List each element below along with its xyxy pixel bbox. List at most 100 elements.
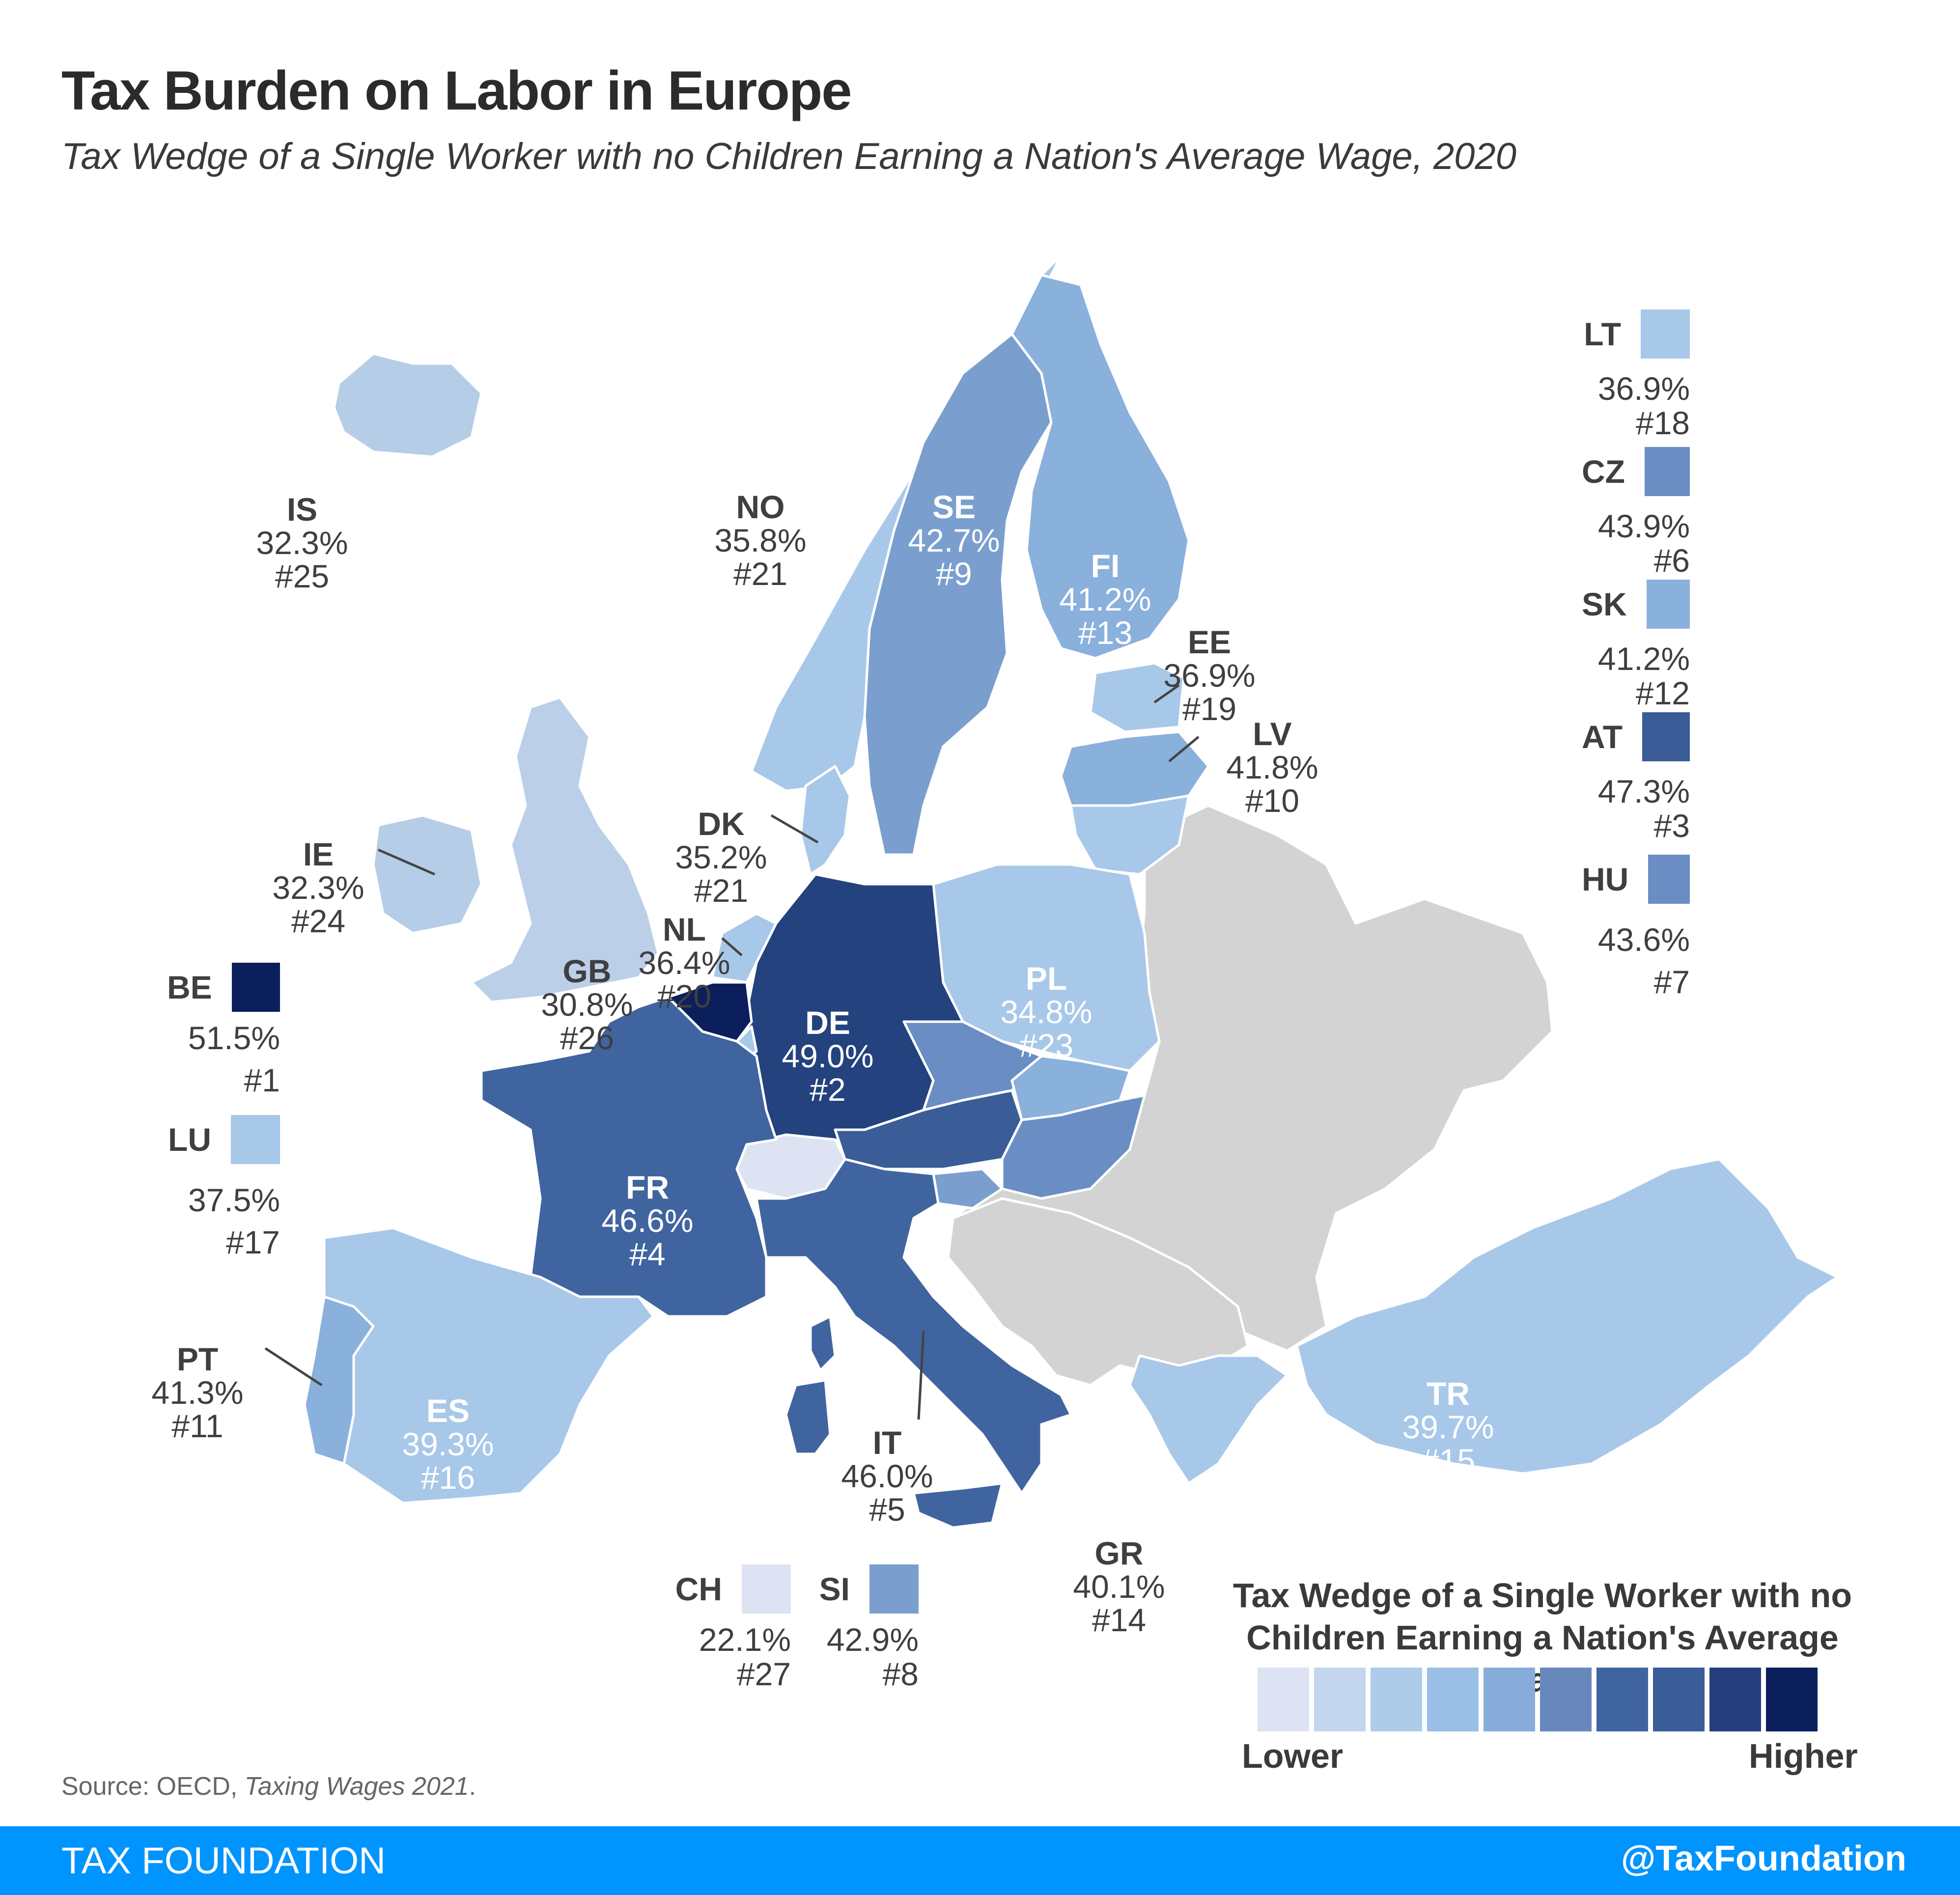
country-hu: [1001, 1094, 1146, 1200]
map-label-lv-code: LV: [1253, 716, 1291, 752]
map-label-es-code: ES: [426, 1393, 470, 1429]
callout-lt-value: 36.9%: [1597, 370, 1690, 407]
map-label-lv-value: 41.8%: [1226, 749, 1318, 785]
country-fr: [480, 996, 778, 1318]
callout-at-code: AT: [1582, 719, 1623, 755]
callout-be-code: BE: [167, 969, 212, 1005]
map-label-it-rank: #5: [869, 1491, 905, 1528]
callout-hu-code: HU: [1582, 861, 1629, 897]
map-label-it-code: IT: [873, 1424, 902, 1461]
callout-at-swatch: [1642, 712, 1690, 761]
callout-cz-rank: #6: [1653, 542, 1690, 579]
callout-be-value: 51.5%: [188, 1020, 280, 1056]
country-lv: [1060, 730, 1210, 807]
callout-lu-swatch: [231, 1115, 280, 1164]
map-label-it-value: 46.0%: [841, 1458, 933, 1494]
leader-pt: [264, 1347, 323, 1387]
legend-swatch-5: [1484, 1668, 1535, 1731]
country-fi: [1010, 274, 1190, 660]
callout-cz-code: CZ: [1582, 453, 1625, 490]
map-label-es-value: 39.3%: [402, 1426, 494, 1462]
map-label-gb-value: 30.8%: [541, 986, 633, 1023]
map-label-pl-code: PL: [1026, 960, 1067, 997]
map-label-nl-value: 36.4%: [638, 945, 730, 981]
callout-lt: LT 36.9% #18: [1582, 309, 1690, 439]
map-label-se-rank: #9: [936, 556, 972, 592]
legend-higher-label: Higher: [1749, 1737, 1858, 1775]
callout-lu-rank: #17: [225, 1224, 280, 1260]
map-label-fi-value: 41.2%: [1059, 581, 1151, 617]
map-label-fr-code: FR: [626, 1169, 669, 1205]
legend-lower-label: Lower: [1242, 1737, 1344, 1775]
callout-hu-value: 43.6%: [1597, 921, 1690, 958]
map-label-gb-rank: #26: [560, 1020, 614, 1056]
callout-ch-code: CH: [675, 1571, 722, 1607]
callout-lt-code: LT: [1584, 316, 1621, 352]
callout-lu-value: 37.5%: [188, 1182, 280, 1218]
map-label-de-rank: #2: [810, 1071, 845, 1108]
callout-ch-swatch: [742, 1564, 791, 1614]
map-label-de-code: DE: [805, 1004, 850, 1041]
callout-be-rank: #1: [244, 1062, 280, 1098]
legend-swatch-4: [1427, 1668, 1479, 1731]
callout-si: SI 42.9% #8: [806, 1564, 919, 1690]
map-label-nl-rank: #20: [657, 978, 711, 1014]
map-label-pl-value: 34.8%: [1000, 994, 1092, 1030]
country-ee: [1089, 662, 1185, 733]
legend-title-line2: Children Earning a Nation's Average Wage: [1246, 1618, 1839, 1699]
map-label-is-value: 32.3%: [256, 525, 348, 561]
map-label-lv-rank: #10: [1245, 782, 1299, 819]
callout-cz-swatch: [1644, 447, 1690, 496]
map-label-ie-rank: #24: [291, 903, 345, 939]
callout-sk: SK 41.2% #12: [1582, 580, 1690, 709]
legend-title: Tax Wedge of a Single Worker with no Chi…: [1199, 1574, 1886, 1701]
map-label-is-code: IS: [287, 491, 317, 528]
callout-be: BE 51.5% #1: [167, 963, 280, 1096]
map-label-gr-value: 40.1%: [1073, 1568, 1165, 1605]
country-ie: [372, 814, 483, 935]
callout-cz: CZ 43.9% #6: [1582, 447, 1690, 577]
country-fr-corsica: [809, 1315, 837, 1372]
callout-ch-rank: #27: [736, 1656, 791, 1692]
callout-ch: CH 22.1% #27: [673, 1564, 791, 1690]
map-label-tr-code: TR: [1427, 1375, 1470, 1412]
leader-dk: [770, 814, 819, 844]
callout-be-swatch: [231, 963, 280, 1012]
map-label-tr-value: 39.7%: [1402, 1409, 1494, 1445]
map-label-pt-value: 41.3%: [151, 1374, 243, 1411]
callout-si-rank: #8: [882, 1656, 919, 1692]
map-label-ee-rank: #19: [1182, 691, 1236, 727]
legend-title-line1: Tax Wedge of a Single Worker with no: [1232, 1576, 1852, 1615]
map-label-dk-code: DK: [698, 806, 745, 842]
map-label-ee-value: 36.9%: [1163, 657, 1255, 694]
footer-handle: @TaxFoundation: [1621, 1839, 1906, 1878]
map-label-gb-code: GB: [563, 953, 612, 989]
map-label-no-value: 35.8%: [714, 522, 806, 558]
map-label-nl-code: NL: [663, 911, 706, 948]
map-label-gr-rank: #14: [1092, 1602, 1146, 1638]
callout-at-rank: #3: [1653, 808, 1690, 844]
map-label-fr-value: 46.6%: [601, 1202, 693, 1239]
map-label-pl-rank: #23: [1019, 1027, 1073, 1063]
source-title: Taxing Wages 2021: [244, 1772, 469, 1801]
leader-lv: [1168, 736, 1200, 762]
legend-swatch-6: [1540, 1668, 1592, 1731]
map-label-ie-value: 32.3%: [272, 869, 364, 906]
callout-hu: HU 43.6% #7: [1582, 855, 1690, 998]
callout-sk-code: SK: [1582, 586, 1627, 622]
leader-it: [917, 1331, 925, 1420]
country-nl: [711, 912, 778, 984]
callout-ch-value: 22.1%: [699, 1621, 791, 1658]
country-dk: [799, 765, 851, 876]
map-label-fi-code: FI: [1091, 548, 1120, 584]
map-label-pt-rank: #11: [171, 1408, 223, 1444]
